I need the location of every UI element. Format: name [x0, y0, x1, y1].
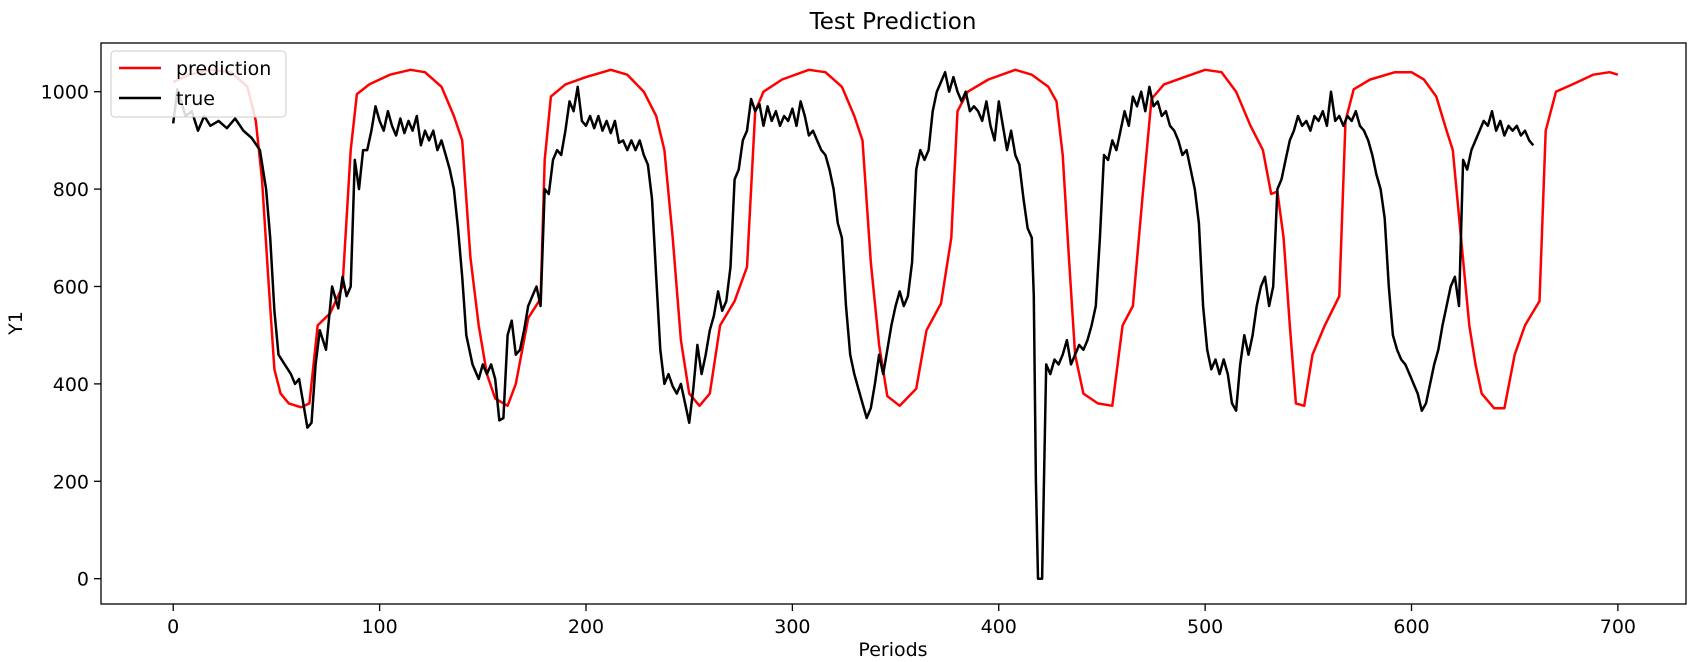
- legend: prediction true: [110, 50, 287, 118]
- x-tick-label: 300: [774, 616, 810, 638]
- series-line-true: [171, 70, 1535, 580]
- legend-label-true: true: [176, 88, 215, 110]
- y-tick-label: 200: [53, 471, 89, 493]
- chart-title: Test Prediction: [809, 9, 977, 35]
- x-axis-ticks: 0 100 200 300 400 500 600 700: [167, 604, 1636, 638]
- x-tick-label: 200: [568, 616, 604, 638]
- y-axis-ticks: 0 200 400 600 800 1000: [41, 82, 101, 591]
- x-tick-label: 400: [981, 616, 1017, 638]
- x-tick-label: 600: [1393, 616, 1429, 638]
- x-tick-label: 700: [1600, 616, 1636, 638]
- x-axis-label: Periods: [858, 639, 927, 661]
- legend-label-prediction: prediction: [176, 58, 271, 80]
- y-tick-label: 400: [53, 374, 89, 396]
- series-layer: [171, 68, 1619, 580]
- y-tick-label: 600: [53, 276, 89, 298]
- plot-frame: [100, 42, 1687, 605]
- x-tick-label: 500: [1187, 616, 1223, 638]
- series-line-prediction: [172, 68, 1619, 410]
- y-tick-label: 800: [53, 179, 89, 201]
- y-axis-label: Y1: [5, 311, 27, 336]
- x-tick-label: 0: [167, 616, 179, 638]
- y-tick-label: 1000: [41, 82, 89, 104]
- y-tick-label: 0: [77, 569, 89, 591]
- x-tick-label: 100: [361, 616, 397, 638]
